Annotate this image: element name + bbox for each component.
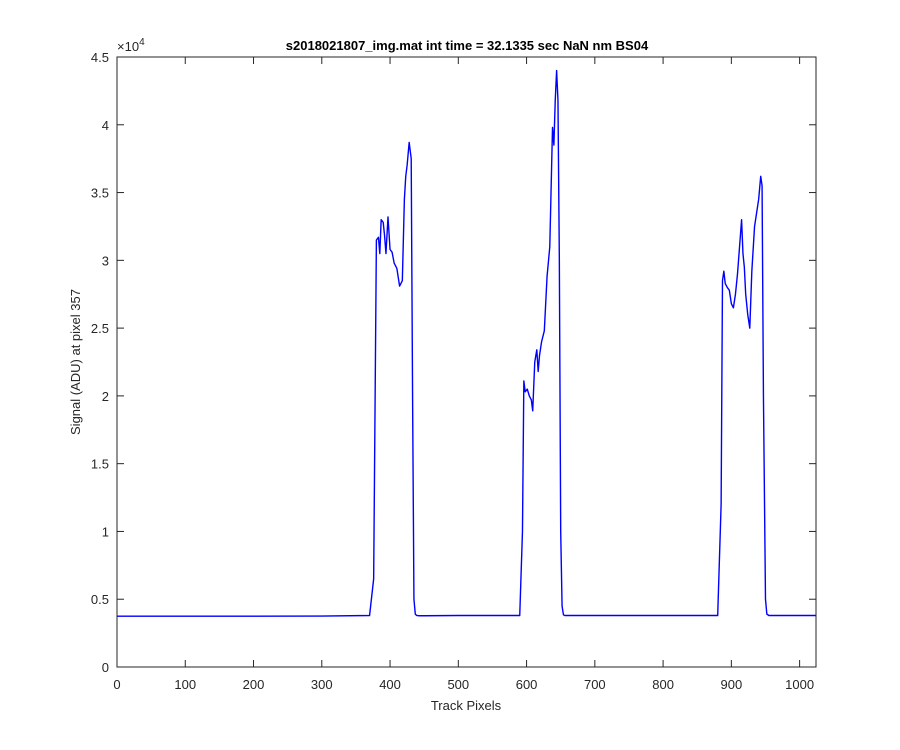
y-tick-label: 0 bbox=[102, 660, 109, 675]
y-tick-label: 4.5 bbox=[91, 50, 109, 65]
x-tick-label: 1000 bbox=[785, 677, 814, 692]
x-tick-label: 500 bbox=[447, 677, 469, 692]
y-axis-label: Signal (ADU) at pixel 357 bbox=[68, 289, 83, 435]
x-tick-label: 400 bbox=[379, 677, 401, 692]
y-tick-label: 3.5 bbox=[91, 186, 109, 201]
x-tick-label: 100 bbox=[174, 677, 196, 692]
x-axis-label: Track Pixels bbox=[431, 698, 502, 713]
y-tick-label: 3 bbox=[102, 253, 109, 268]
exponent-power: 4 bbox=[139, 37, 145, 48]
y-tick-label: 4 bbox=[102, 118, 109, 133]
x-tick-label: 800 bbox=[652, 677, 674, 692]
x-tick-label: 900 bbox=[721, 677, 743, 692]
x-tick-label: 0 bbox=[113, 677, 120, 692]
y-tick-label: 0.5 bbox=[91, 592, 109, 607]
chart-title: s2018021807_img.mat int time = 32.1335 s… bbox=[286, 38, 649, 53]
y-axis: 0 0.5 1 1.5 2 2.5 3 3.5 4 4.5 bbox=[91, 50, 816, 675]
y-exponent-label: ×104 bbox=[117, 37, 145, 54]
y-tick-label: 1.5 bbox=[91, 457, 109, 472]
x-tick-label: 300 bbox=[311, 677, 333, 692]
plot-area bbox=[117, 57, 816, 667]
x-axis: 0 100 200 300 400 500 600 700 800 900 1000 bbox=[113, 57, 814, 692]
plot-background bbox=[117, 57, 816, 667]
y-tick-label: 2.5 bbox=[91, 321, 109, 336]
x-tick-label: 700 bbox=[584, 677, 606, 692]
series-line bbox=[117, 69, 816, 617]
x-tick-label: 200 bbox=[243, 677, 265, 692]
y-tick-label: 1 bbox=[102, 524, 109, 539]
x-tick-label: 600 bbox=[516, 677, 538, 692]
y-tick-label: 2 bbox=[102, 389, 109, 404]
exponent-base: ×10 bbox=[117, 39, 139, 54]
axes-box bbox=[116, 56, 817, 668]
